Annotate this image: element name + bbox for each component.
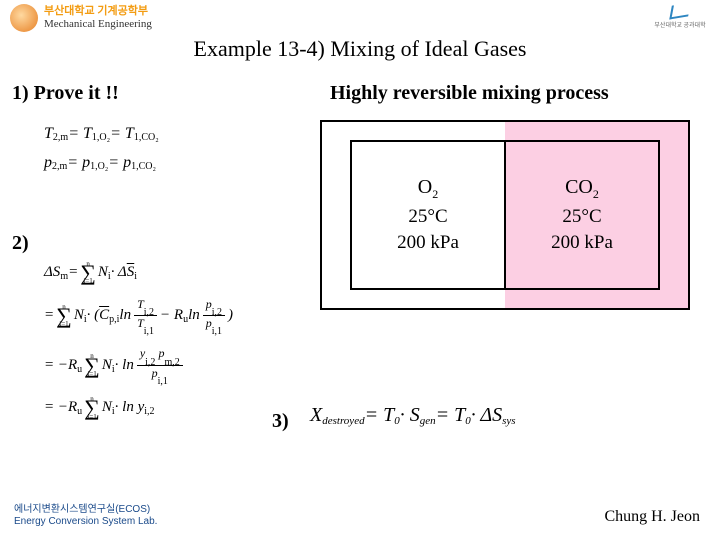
section-2-label: 2): [12, 232, 29, 255]
right-gas: CO2: [565, 176, 599, 202]
eq2-row4: = −Ru n ∑ i=1 Ni · ln yi,2: [44, 397, 233, 419]
fraction-3: yi,2 pm,2 pi,1: [137, 347, 183, 383]
lab-name-kr: 에너지변환시스템연구실(ECOS): [14, 504, 157, 516]
diagram-inner-box: O2 25°C 200 kPa CO2 25°C 200 kPa: [350, 140, 660, 290]
sigma-icon: n ∑ i=1: [78, 262, 98, 284]
eq-temperature: T2,m = T1,O₂ = T1,CO₂: [44, 120, 159, 149]
header-left: 부산대학교 기계공학부 Mechanical Engineering: [10, 4, 152, 32]
eq-pressure: p2,m = p1,O₂ = p1,CO₂: [44, 149, 159, 178]
mixing-chamber-diagram: O2 25°C 200 kPa CO2 25°C 200 kPa: [320, 120, 690, 310]
eq2-row1: ΔSm = n ∑ i=1 Ni · Δ Si: [44, 262, 233, 284]
department-block: 부산대학교 기계공학부 Mechanical Engineering: [44, 5, 152, 30]
dept-name-en: Mechanical Engineering: [44, 18, 152, 31]
section-1-label: 1) Prove it !!: [12, 82, 119, 105]
fraction-1: Ti,2 Ti,1: [134, 298, 157, 334]
section-3-label: 3): [272, 410, 289, 433]
equation-block-2: ΔSm = n ∑ i=1 Ni · Δ Si = n ∑ i=1 Ni · (…: [44, 262, 233, 433]
fraction-2: pi,2 pi,1: [203, 298, 225, 334]
section-1-subtitle: Highly reversible mixing process: [330, 82, 609, 105]
footer-author: Chung H. Jeon: [604, 508, 700, 526]
chamber-right: CO2 25°C 200 kPa: [506, 142, 658, 288]
lab-name-en: Energy Conversion System Lab.: [14, 516, 157, 528]
left-pressure: 200 kPa: [397, 232, 459, 254]
equation-block-3: Xdestroyed = T0 · Sgen = T0 · ΔSsys: [310, 404, 516, 427]
header-right-logo: 부산대학교 공과대학: [650, 4, 710, 34]
right-pressure: 200 kPa: [551, 232, 613, 254]
slide-title: Example 13-4) Mixing of Ideal Gases: [0, 36, 720, 62]
dept-name-kr: 부산대학교 기계공학부: [44, 5, 152, 18]
logo-right-text: 부산대학교 공과대학: [654, 20, 705, 29]
sigma-icon: n ∑ i=1: [82, 354, 102, 376]
left-temp: 25°C: [408, 206, 447, 228]
bird-icon: [669, 3, 690, 20]
sigma-icon: n ∑ i=1: [54, 305, 74, 327]
eq2-row2: = n ∑ i=1 Ni · ( Cp,i ln Ti,2 Ti,1 − Ru …: [44, 298, 233, 334]
chamber-left: O2 25°C 200 kPa: [352, 142, 506, 288]
university-logo-icon: [10, 4, 38, 32]
equation-block-1: T2,m = T1,O₂ = T1,CO₂ p2,m = p1,O₂ = p1,…: [44, 120, 159, 178]
footer-lab: 에너지변환시스템연구실(ECOS) Energy Conversion Syst…: [14, 504, 157, 528]
right-temp: 25°C: [562, 206, 601, 228]
left-gas: O2: [418, 176, 438, 202]
sigma-icon: n ∑ i=1: [82, 397, 102, 419]
eq2-row3: = −Ru n ∑ i=1 Ni · ln yi,2 pm,2 pi,1: [44, 347, 233, 383]
